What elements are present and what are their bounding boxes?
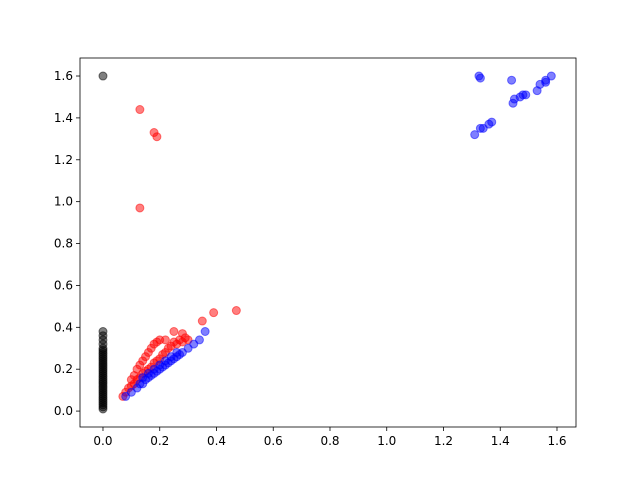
y-tick-label: 1.4 bbox=[54, 111, 73, 125]
x-tick-label: 1.0 bbox=[377, 434, 396, 448]
point bbox=[541, 75, 551, 85]
point bbox=[98, 327, 108, 337]
y-tick-label: 0.2 bbox=[54, 362, 73, 376]
point bbox=[200, 327, 210, 337]
x-tick-label: 0.6 bbox=[264, 434, 283, 448]
point bbox=[160, 335, 170, 345]
point bbox=[507, 75, 517, 85]
y-tick-label: 0.4 bbox=[54, 320, 73, 334]
x-tick-label: 1.6 bbox=[547, 434, 566, 448]
point bbox=[475, 73, 485, 83]
point bbox=[135, 203, 145, 213]
plot-frame bbox=[79, 57, 577, 428]
y-tick-label: 0.0 bbox=[54, 404, 73, 418]
x-tick-label: 0.4 bbox=[207, 434, 226, 448]
point bbox=[169, 327, 179, 337]
point bbox=[152, 132, 162, 142]
point bbox=[197, 316, 207, 326]
x-tick-label: 1.4 bbox=[491, 434, 510, 448]
point bbox=[487, 117, 497, 127]
point bbox=[231, 306, 241, 316]
y-tick-label: 1.6 bbox=[54, 69, 73, 83]
x-tick-label: 0.0 bbox=[93, 434, 112, 448]
point bbox=[98, 71, 108, 81]
point bbox=[521, 90, 531, 100]
point bbox=[209, 308, 219, 318]
point bbox=[177, 329, 187, 339]
x-tick-label: 0.8 bbox=[320, 434, 339, 448]
x-tick-label: 1.2 bbox=[434, 434, 453, 448]
y-tick-label: 0.6 bbox=[54, 278, 73, 292]
x-tick-label: 0.2 bbox=[150, 434, 169, 448]
y-tick-label: 0.8 bbox=[54, 237, 73, 251]
point bbox=[135, 105, 145, 115]
point bbox=[194, 335, 204, 345]
point bbox=[172, 347, 182, 357]
y-tick-label: 1.2 bbox=[54, 153, 73, 167]
y-tick-label: 1.0 bbox=[54, 195, 73, 209]
point bbox=[470, 130, 480, 140]
